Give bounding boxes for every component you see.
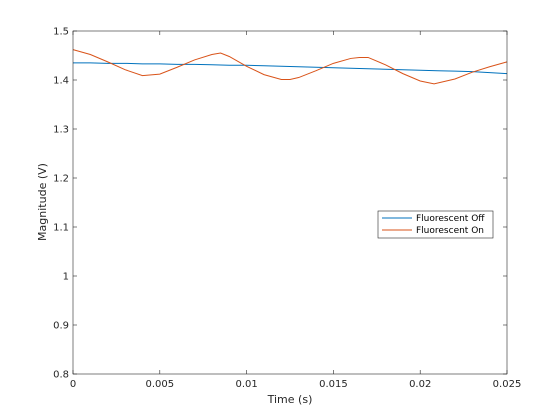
series-line-fluorescent-on [72,49,508,85]
y-tick-label: 1 [63,272,69,283]
legend: Fluorescent Off Fluorescent On [377,210,494,239]
y-tick-label: 1.4 [53,76,69,87]
legend-box [377,210,494,239]
x-tick-label: 0.005 [145,379,174,390]
legend-label-fluorescent-off: Fluorescent Off [416,214,485,224]
y-axis-label: Magnitude (V) [36,163,49,241]
series-line-fluorescent-off [73,62,508,75]
y-tick-label: 1.2 [53,174,69,185]
x-tick-label: 0 [70,379,76,390]
series-layer [72,49,508,85]
y-tick-label: 1.5 [53,27,69,38]
y-tick-label: 0.8 [53,370,69,381]
y-axis: 0.8 0.9 1 1.1 1.2 1.3 1.4 1.5 [53,27,507,381]
x-tick-label: 0.01 [235,379,257,390]
legend-label-fluorescent-on: Fluorescent On [416,226,484,236]
x-axis-label: Time (s) [267,393,313,406]
y-tick-label: 1.1 [53,223,69,234]
x-tick-label: 0.015 [319,379,348,390]
x-tick-label: 0.02 [409,379,431,390]
axes-box [72,30,508,375]
x-tick-label: 0.025 [493,379,522,390]
plot-area [73,31,507,374]
y-tick-label: 0.9 [53,321,69,332]
y-tick-label: 1.3 [53,125,69,136]
x-axis: 0 0.005 0.01 0.015 0.02 0.025 [70,31,522,390]
